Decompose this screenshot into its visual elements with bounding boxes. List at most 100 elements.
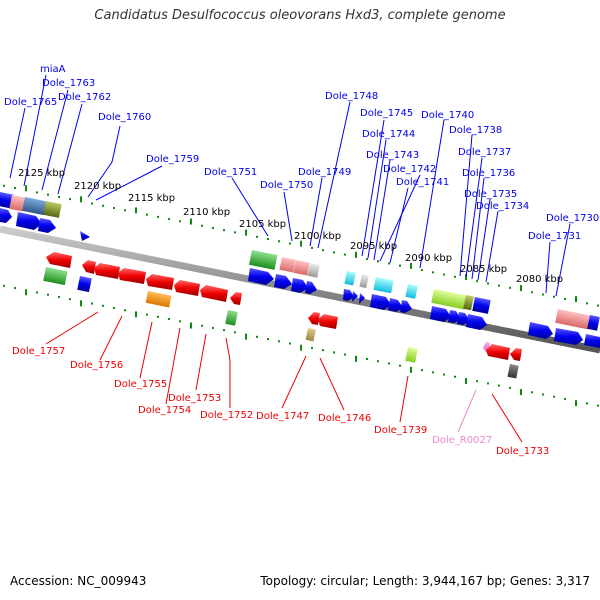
gene-label[interactable]: Dole_1749 <box>298 167 351 178</box>
gene-label[interactable]: Dole_1757 <box>12 346 65 357</box>
feature-arrow[interactable] <box>305 281 317 294</box>
feature-arrow[interactable] <box>343 289 354 301</box>
feature-arrow[interactable] <box>388 298 403 312</box>
feature-arrow[interactable] <box>94 263 120 279</box>
gene-label[interactable]: Dole_1754 <box>138 405 191 416</box>
feature-box[interactable] <box>9 195 26 212</box>
feature-arrow[interactable] <box>291 278 308 293</box>
gene-label[interactable]: Dole_1756 <box>70 360 123 371</box>
feature-box[interactable] <box>43 267 68 286</box>
feature-box[interactable] <box>145 291 172 308</box>
map-title: Candidatus Desulfococcus oleovorans Hxd3… <box>94 8 506 23</box>
feature-box[interactable] <box>293 260 310 276</box>
gene-label[interactable]: Dole_1731 <box>528 231 581 242</box>
gene-label[interactable]: Dole_1760 <box>98 112 151 123</box>
feature-box[interactable] <box>77 276 92 293</box>
gene-label[interactable]: Dole_1734 <box>476 201 529 212</box>
feature-arrow[interactable] <box>528 322 553 339</box>
feature-box[interactable] <box>472 297 491 314</box>
callout-line <box>389 187 409 264</box>
gene-label[interactable]: Dole_1753 <box>168 393 221 404</box>
gene-label[interactable]: Dole_1730 <box>546 213 599 224</box>
feature-arrow[interactable] <box>46 252 72 268</box>
feature-box[interactable] <box>463 295 474 311</box>
gene-label[interactable]: Dole_1740 <box>421 110 474 121</box>
feature-arrow[interactable] <box>308 312 320 325</box>
gene-label[interactable]: Dole_1736 <box>462 168 515 179</box>
gene-label[interactable]: Dole_R0027 <box>432 435 492 446</box>
feature-box[interactable] <box>587 314 600 331</box>
feature-box[interactable] <box>307 263 320 278</box>
feature-box[interactable] <box>507 364 519 379</box>
feature-arrow[interactable] <box>352 291 358 302</box>
feature-box[interactable] <box>405 347 418 363</box>
feature-arrow[interactable] <box>510 348 522 361</box>
callout-line <box>317 101 351 249</box>
callout-line <box>367 139 387 259</box>
gene-label[interactable]: Dole_1745 <box>360 108 413 119</box>
feature-box[interactable] <box>225 310 238 326</box>
scale-label: 2110 kbp <box>183 207 230 218</box>
gene-label[interactable]: Dole_1744 <box>362 129 415 140</box>
feature-arrow[interactable] <box>554 328 583 345</box>
feature-box[interactable] <box>279 257 296 273</box>
gene-label[interactable]: Dole_1743 <box>366 150 419 161</box>
gene-label[interactable]: Dole_1735 <box>464 189 517 200</box>
feature-arrow[interactable] <box>38 218 56 233</box>
gene-label[interactable]: Dole_1751 <box>204 167 257 178</box>
gene-label[interactable]: Dole_1741 <box>396 177 449 188</box>
feature-box[interactable] <box>22 197 47 216</box>
callout-line <box>373 159 391 261</box>
gene-label[interactable]: Dole_1742 <box>383 164 436 175</box>
feature-arrow[interactable] <box>466 314 487 330</box>
gene-label[interactable]: Dole_1746 <box>318 413 371 424</box>
feature-arrow[interactable] <box>200 285 228 302</box>
callout-line <box>225 337 231 408</box>
feature-arrow[interactable] <box>248 268 274 285</box>
feature-arrow[interactable] <box>318 314 338 329</box>
feature-arrow[interactable] <box>584 334 600 348</box>
feature-box[interactable] <box>43 200 62 218</box>
gene-label[interactable]: Dole_1763 <box>42 78 95 89</box>
feature-box[interactable] <box>305 328 316 342</box>
gene-label[interactable]: Dole_1750 <box>260 180 313 191</box>
feature-arrow[interactable] <box>118 268 146 284</box>
feature-arrow[interactable] <box>430 306 451 322</box>
feature-arrow[interactable] <box>457 312 470 325</box>
feature-arrow[interactable] <box>230 292 242 305</box>
callout-line <box>309 177 323 247</box>
feature-arrow[interactable] <box>174 280 200 296</box>
feature-arrow[interactable] <box>400 300 412 313</box>
feature-arrow[interactable] <box>274 274 292 289</box>
gene-label[interactable]: Dole_1762 <box>58 92 111 103</box>
feature-arrow[interactable] <box>359 293 365 304</box>
feature-arrow[interactable] <box>146 274 174 290</box>
callout-line <box>95 165 163 201</box>
feature-box[interactable] <box>555 309 592 330</box>
gene-label[interactable]: Dole_1739 <box>374 425 427 436</box>
gene-label[interactable]: Dole_1733 <box>496 446 549 457</box>
feature-arrow[interactable] <box>370 294 391 310</box>
feature-box[interactable] <box>249 250 278 270</box>
gene-label[interactable]: miaA <box>40 64 66 75</box>
feature-box[interactable] <box>359 274 369 289</box>
feature-arrow[interactable] <box>0 208 12 223</box>
feature-arrow[interactable] <box>80 231 90 241</box>
feature-arrow[interactable] <box>82 260 96 274</box>
gene-label[interactable]: Dole_1759 <box>146 154 199 165</box>
feature-box[interactable] <box>0 192 14 209</box>
gene-label[interactable]: Dole_1738 <box>449 125 502 136</box>
feature-arrow[interactable] <box>486 344 510 360</box>
feature-arrow[interactable] <box>16 212 42 230</box>
feature-box[interactable] <box>431 289 468 310</box>
feature-box[interactable] <box>373 277 394 294</box>
callout-line <box>491 393 523 443</box>
gene-label[interactable]: Dole_1752 <box>200 410 253 421</box>
gene-label[interactable]: Dole_1747 <box>256 411 309 422</box>
gene-label[interactable]: Dole_1765 <box>4 97 57 108</box>
gene-label[interactable]: Dole_1755 <box>114 379 167 390</box>
gene-label[interactable]: Dole_1748 <box>325 91 378 102</box>
feature-box[interactable] <box>344 271 356 286</box>
gene-label[interactable]: Dole_1737 <box>458 147 511 158</box>
feature-box[interactable] <box>405 284 418 299</box>
